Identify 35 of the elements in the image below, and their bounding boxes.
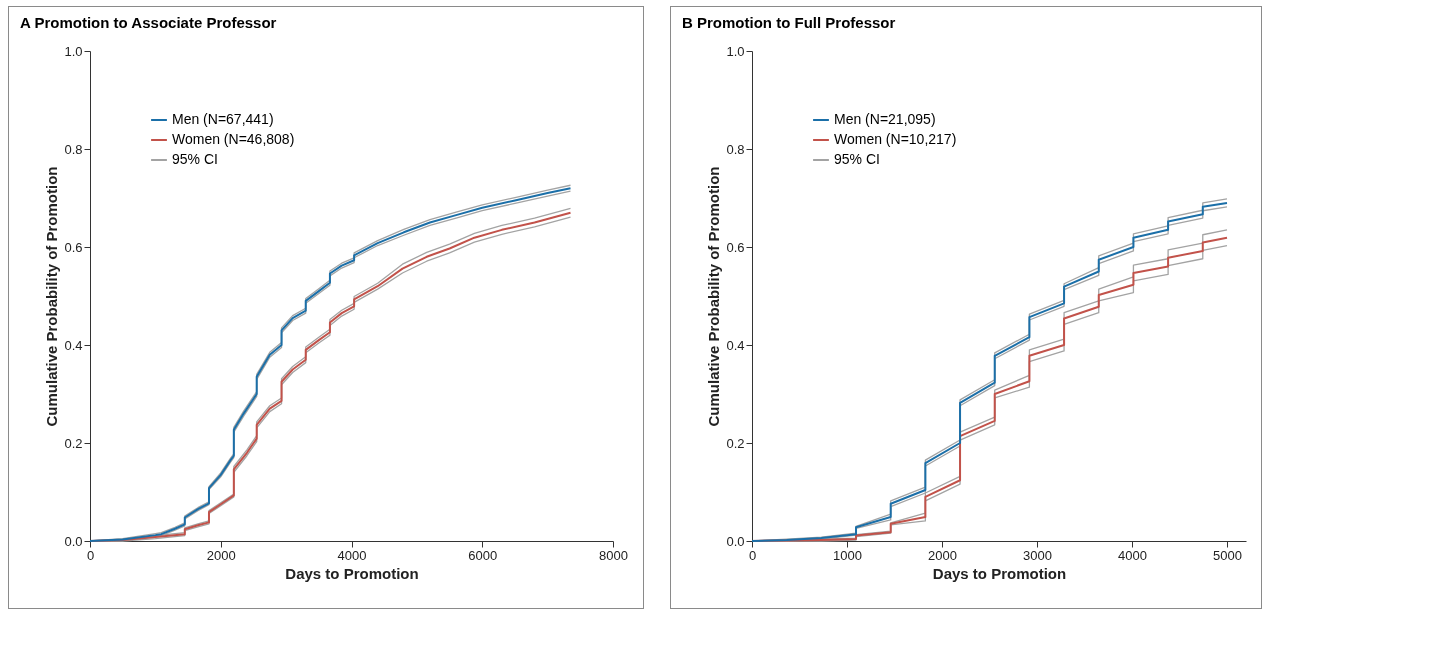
x-tick-label: 3000 (1023, 547, 1052, 563)
y-tick-label: 0.6 (64, 239, 83, 255)
legend-label: Women (N=10,217) (834, 131, 957, 147)
x-tick-label: 2000 (206, 547, 236, 563)
y-tick-label: 0.0 (726, 533, 745, 549)
legend-label: Men (N=67,441) (172, 111, 274, 127)
y-tick-label: 1.0 (64, 43, 83, 59)
x-axis-title: Days to Promotion (932, 564, 1067, 582)
chart-title: B Promotion to Full Professor (682, 14, 896, 31)
x-tick-label: 0 (86, 547, 95, 563)
x-tick-label: 0 (748, 547, 757, 563)
legend-label: Women (N=46,808) (172, 131, 295, 147)
y-tick-label: 0.6 (726, 239, 745, 255)
x-axis-title: Days to Promotion (285, 564, 419, 582)
x-tick-label: 6000 (468, 547, 498, 563)
y-tick-label: 0.0 (64, 533, 83, 549)
x-tick-label: 4000 (337, 547, 367, 563)
legend-label: 95% CI (172, 151, 218, 167)
chart-title: A Promotion to Associate Professor (20, 14, 277, 31)
y-tick-label: 0.8 (64, 141, 83, 157)
y-tick-label: 0.2 (726, 435, 745, 451)
legend-label: Men (N=21,095) (834, 111, 936, 127)
y-axis-title: Cumulative Probability of Promotion (43, 166, 61, 427)
x-tick-label: 1000 (833, 547, 862, 563)
x-tick-label: 2000 (928, 547, 957, 563)
x-tick-label: 4000 (1118, 547, 1147, 563)
legend-label: 95% CI (834, 151, 880, 167)
y-tick-label: 1.0 (726, 43, 745, 59)
x-tick-label: 5000 (1213, 547, 1242, 563)
y-tick-label: 0.4 (64, 337, 83, 353)
y-axis-title: Cumulative Probability of Promotion (705, 166, 723, 427)
y-tick-label: 0.2 (64, 435, 83, 451)
y-tick-label: 0.4 (726, 337, 745, 353)
x-tick-label: 8000 (599, 547, 628, 563)
y-tick-label: 0.8 (726, 141, 745, 157)
